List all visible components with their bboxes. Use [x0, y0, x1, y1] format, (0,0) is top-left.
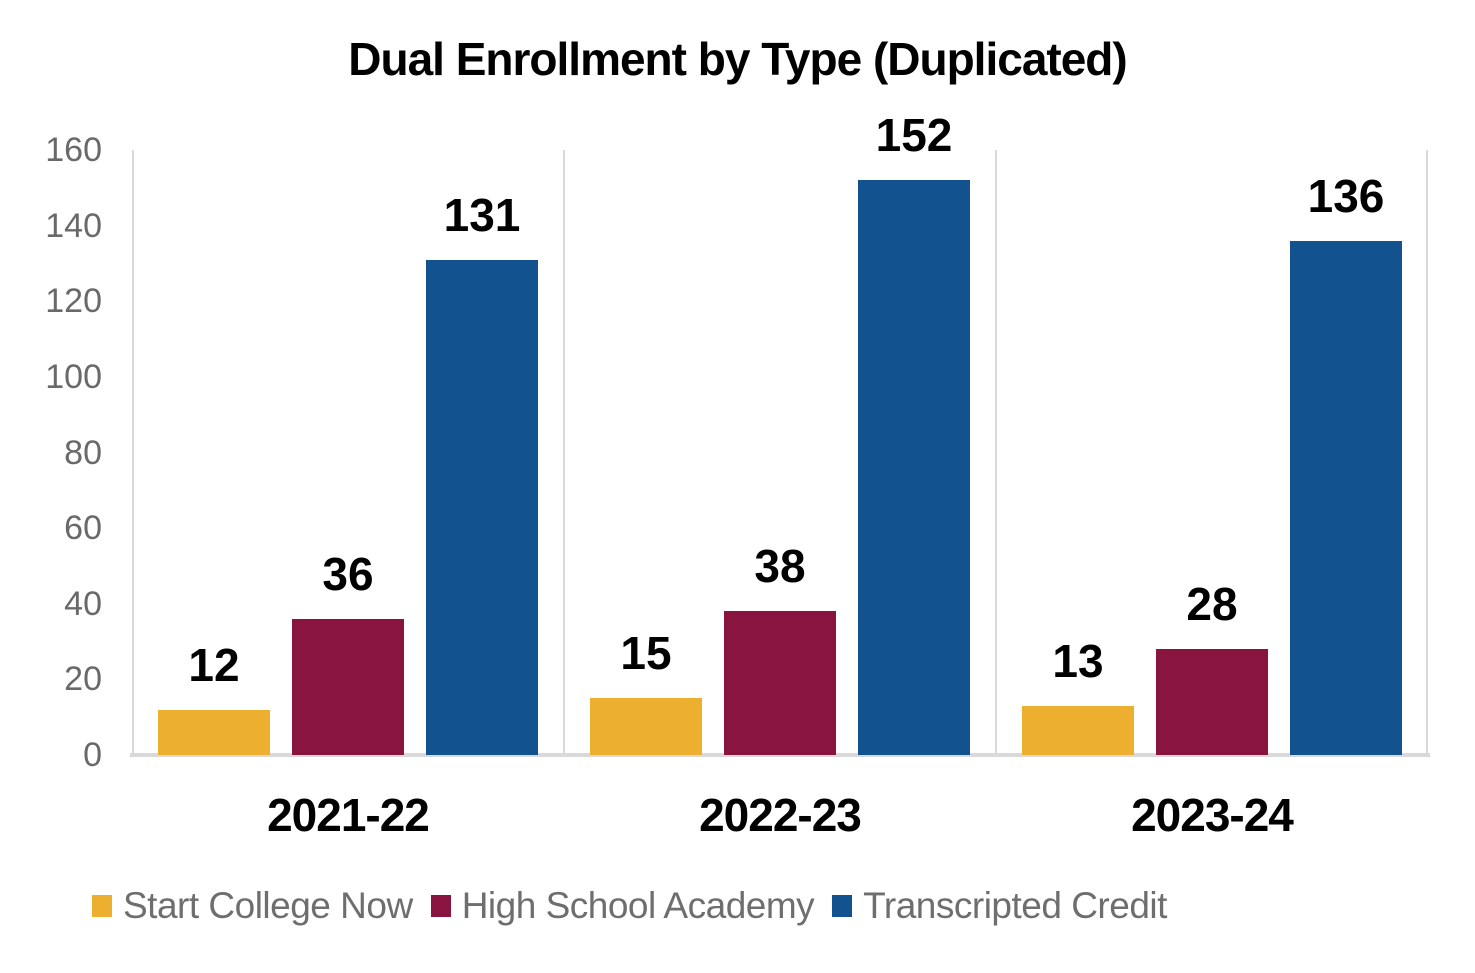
y-axis-tick-label: 20: [64, 660, 102, 699]
legend-item-transcripted-credit: Transcripted Credit: [832, 885, 1167, 927]
y-axis-tick-label: 0: [83, 736, 102, 774]
bar-value-label: 15: [620, 627, 672, 679]
bar: [858, 180, 970, 755]
legend-item-high-school-academy: High School Academy: [430, 885, 815, 927]
x-axis-category-label: 2021-22: [267, 789, 430, 841]
bar-value-label: 36: [322, 548, 374, 600]
bar-value-label: 131: [443, 189, 521, 241]
category-gridline: [995, 150, 997, 755]
bar: [1156, 649, 1268, 755]
bar: [1022, 706, 1134, 755]
bar-value-label: 152: [875, 109, 953, 161]
bar: [426, 260, 538, 755]
bar: [292, 619, 404, 755]
legend: Start College Now High School Academy Tr…: [92, 878, 1167, 934]
x-axis-category-label: 2023-24: [1131, 789, 1294, 841]
legend-item-start-college-now: Start College Now: [92, 885, 413, 927]
plot-area: 12 15 13 36 38 28 131 152 136: [130, 110, 1430, 757]
bar-value-label: 38: [754, 540, 806, 592]
chart-title: Dual Enrollment by Type (Duplicated): [348, 33, 1127, 85]
legend-label-transcripted-credit: Transcripted Credit: [863, 885, 1167, 926]
y-axis-tick-label: 40: [64, 584, 102, 623]
legend-swatch-transcripted-credit: [832, 895, 853, 917]
bar: [158, 710, 270, 755]
bar-value-label: 13: [1052, 635, 1104, 687]
y-axis-tick-label: 100: [45, 357, 102, 396]
legend-swatch-start-college-now: [92, 895, 112, 917]
category-gridline: [132, 150, 134, 755]
bar: [1290, 241, 1402, 755]
bar: [724, 611, 836, 755]
y-axis-tick-label: 80: [64, 433, 102, 472]
legend-label-high-school-academy: High School Academy: [461, 885, 815, 926]
bar-value-label: 136: [1307, 170, 1385, 222]
bar: [590, 698, 702, 755]
category-gridline: [1426, 150, 1428, 755]
bar-value-label: 12: [188, 639, 240, 691]
category-gridline: [563, 150, 565, 755]
x-axis-line: [130, 753, 1430, 757]
bar-value-label: 28: [1186, 578, 1238, 630]
y-axis-tick-label: 60: [64, 509, 102, 548]
legend-label-start-college-now: Start College Now: [123, 885, 413, 926]
y-axis-tick-label: 140: [45, 206, 102, 245]
y-axis-tick-label: 160: [45, 131, 102, 169]
legend-swatch-high-school-academy: [430, 895, 451, 917]
x-axis-category-label: 2022-23: [699, 789, 862, 841]
y-axis-tick-label: 120: [45, 282, 102, 321]
